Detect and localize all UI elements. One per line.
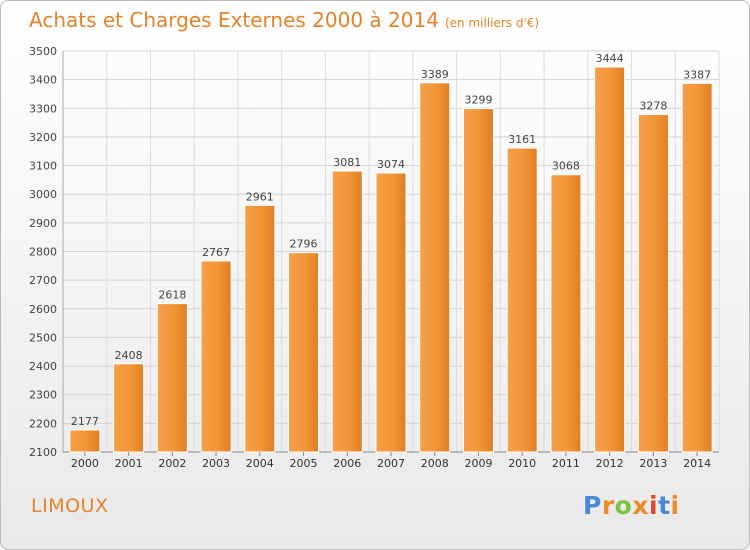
bar-2004 bbox=[244, 204, 276, 453]
y-tick-label: 3400 bbox=[29, 74, 57, 87]
logo-letter: i bbox=[649, 491, 659, 520]
y-tick-label: 2600 bbox=[29, 303, 57, 316]
bar-2011 bbox=[550, 174, 582, 453]
y-tick-label: 2700 bbox=[29, 274, 57, 287]
y-tick-label: 3300 bbox=[29, 102, 57, 115]
x-tick-label: 2000 bbox=[71, 457, 99, 470]
value-labels: 2177 2408 2618 2767 2961 2796 3081 3074 3389 3299… bbox=[71, 52, 711, 428]
y-tick-label: 2500 bbox=[29, 331, 57, 344]
value-label: 2408 bbox=[115, 349, 143, 362]
value-label: 2961 bbox=[246, 190, 274, 203]
bar-2009 bbox=[462, 108, 494, 453]
y-tick-label: 2300 bbox=[29, 389, 57, 402]
y-tick-label: 2800 bbox=[29, 246, 57, 259]
x-tick-label: 2006 bbox=[333, 457, 361, 470]
x-tick-label: 2008 bbox=[421, 457, 449, 470]
bar-2003 bbox=[200, 260, 232, 453]
commune-name: LIMOUX bbox=[31, 495, 109, 517]
bar-2002 bbox=[156, 303, 188, 453]
logo-letter: i bbox=[670, 491, 680, 520]
y-tick-label: 2900 bbox=[29, 217, 57, 230]
chart-subtitle: (en milliers d'€) bbox=[444, 16, 540, 30]
x-tick-label: 2010 bbox=[508, 457, 536, 470]
bars bbox=[69, 66, 713, 453]
value-label: 3161 bbox=[508, 133, 536, 146]
bar-2013 bbox=[637, 114, 669, 453]
chart-title-text: Achats et Charges Externes 2000 à 2014 bbox=[29, 8, 439, 32]
chart-title: Achats et Charges Externes 2000 à 2014 (e… bbox=[29, 8, 539, 32]
value-label: 3278 bbox=[639, 100, 667, 113]
x-tick-label: 2012 bbox=[596, 457, 624, 470]
x-tick-label: 2007 bbox=[377, 457, 405, 470]
bar-2006 bbox=[331, 170, 363, 453]
logo-letter: r bbox=[601, 491, 615, 520]
y-tick-label: 2400 bbox=[29, 360, 57, 373]
y-tick-label: 3000 bbox=[29, 188, 57, 201]
x-tick-label: 2005 bbox=[290, 457, 318, 470]
value-label: 3068 bbox=[552, 160, 580, 173]
value-label: 2177 bbox=[71, 415, 99, 428]
bar-2010 bbox=[506, 147, 538, 453]
x-axis-ticks: 2000 2001 2002 2003 2004 2005 2006 2007 2008 2009… bbox=[71, 452, 711, 470]
x-tick-label: 2011 bbox=[552, 457, 580, 470]
logo-letter: t bbox=[658, 491, 671, 520]
y-tick-label: 3500 bbox=[29, 45, 57, 58]
value-label: 2796 bbox=[290, 238, 318, 251]
x-tick-label: 2009 bbox=[464, 457, 492, 470]
bar-2005 bbox=[288, 252, 320, 453]
bar-2000 bbox=[69, 429, 101, 453]
bar-2012 bbox=[594, 66, 626, 453]
bar-2014 bbox=[681, 82, 713, 453]
y-tick-label: 2200 bbox=[29, 417, 57, 430]
y-tick-label: 3100 bbox=[29, 160, 57, 173]
value-label: 3387 bbox=[683, 68, 711, 81]
logo-letter: o bbox=[614, 491, 633, 520]
logo-letter: P bbox=[583, 491, 602, 520]
bar-2007 bbox=[375, 172, 407, 453]
bar-2001 bbox=[113, 363, 145, 453]
value-label: 3299 bbox=[464, 94, 492, 107]
x-tick-label: 2004 bbox=[246, 457, 274, 470]
value-label: 2618 bbox=[158, 289, 186, 302]
x-tick-label: 2013 bbox=[639, 457, 667, 470]
bar-2008 bbox=[419, 82, 451, 453]
value-label: 3444 bbox=[596, 52, 624, 65]
logo-letter: x bbox=[632, 491, 649, 520]
value-label: 3081 bbox=[333, 156, 361, 169]
value-label: 3389 bbox=[421, 68, 449, 81]
bar-chart: 2177 2408 2618 2767 2961 2796 3081 3074 3389 3299… bbox=[29, 45, 720, 470]
y-axis-ticks: 2100 2200 2300 2400 2500 2600 2700 2800 2900 3000… bbox=[29, 45, 57, 459]
y-tick-label: 2100 bbox=[29, 446, 57, 459]
x-tick-label: 2003 bbox=[202, 457, 230, 470]
y-tick-label: 3200 bbox=[29, 131, 57, 144]
x-tick-label: 2001 bbox=[115, 457, 143, 470]
value-label: 2767 bbox=[202, 246, 230, 259]
value-label: 3074 bbox=[377, 158, 405, 171]
proxiti-logo: Proxiti bbox=[583, 491, 680, 520]
x-tick-label: 2002 bbox=[158, 457, 186, 470]
x-tick-label: 2014 bbox=[683, 457, 711, 470]
